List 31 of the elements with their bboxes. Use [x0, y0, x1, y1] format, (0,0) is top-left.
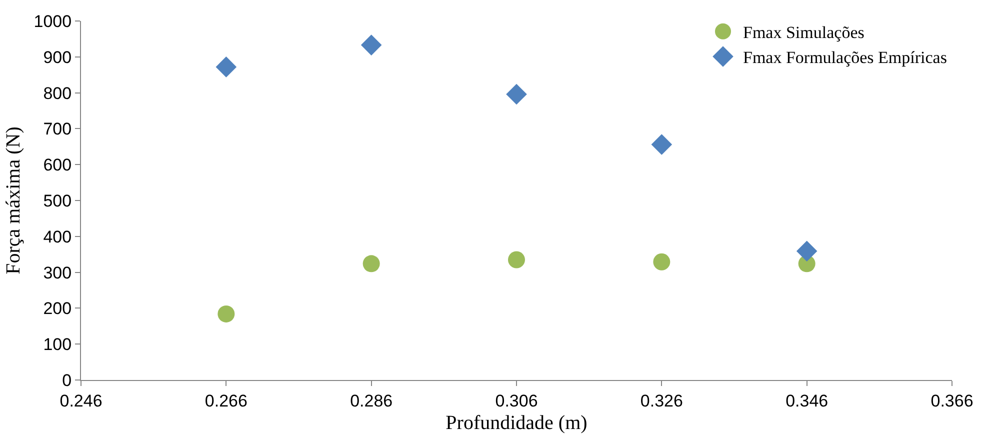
point	[216, 56, 237, 78]
x-tick-label: 0.366	[930, 391, 974, 410]
legend-label: Fmax Simulações	[743, 23, 864, 42]
point	[362, 255, 380, 272]
x-tick-label: 0.266	[204, 391, 248, 410]
y-tick-label: 400	[43, 227, 72, 246]
point	[653, 253, 670, 270]
y-tick-label: 700	[43, 120, 72, 139]
y-tick-label: 100	[43, 335, 72, 354]
point	[508, 251, 525, 268]
point	[360, 34, 382, 56]
point	[506, 84, 527, 105]
y-tick-label: 900	[43, 48, 72, 67]
y-tick-label: 1000	[34, 12, 72, 31]
x-tick-label: 0.346	[786, 391, 828, 410]
x-tick-label: 0.246	[60, 391, 102, 410]
y-tick-label: 0	[62, 370, 72, 390]
x-tick-label: 0.326	[640, 391, 683, 410]
x-tick-label: 0.306	[495, 391, 538, 410]
y-tick-label: 300	[43, 263, 72, 282]
point	[796, 240, 818, 262]
y-tick-label: 200	[43, 299, 72, 318]
x-tick-label: 0.286	[350, 391, 393, 410]
y-tick-label: 800	[43, 84, 72, 103]
y-axis-title: Força máxima (N)	[2, 126, 24, 274]
point	[651, 134, 672, 155]
y-tick-label: 600	[43, 156, 72, 175]
point	[218, 305, 235, 322]
y-tick-label: 500	[43, 191, 72, 210]
x-axis-title: Profundidade (m)	[446, 412, 588, 434]
legend-label: Fmax Formulações Empíricas	[743, 48, 947, 68]
